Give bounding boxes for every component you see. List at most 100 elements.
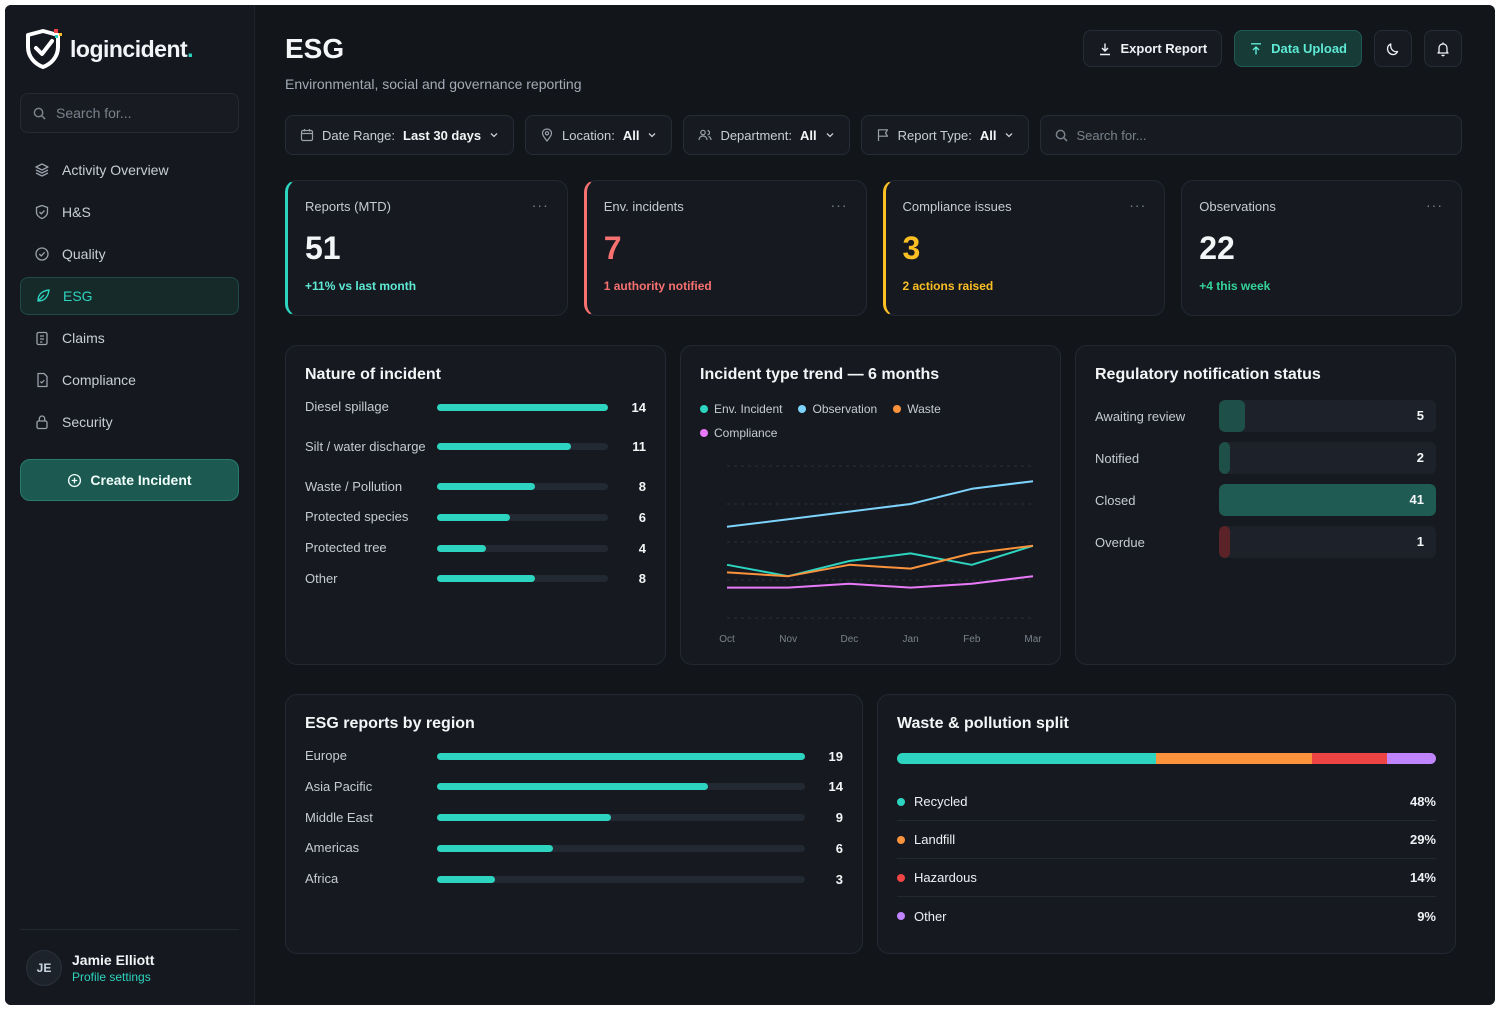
sidebar-item-claims[interactable]: Claims bbox=[20, 319, 239, 357]
esg-by-region-card: ESG reports by region Europe 19 Asia Pacif… bbox=[285, 694, 863, 954]
bar-row[interactable]: Other 8 bbox=[305, 570, 646, 588]
bar-fill bbox=[437, 544, 486, 552]
sidebar-item-label: Activity Overview bbox=[62, 162, 169, 178]
more-icon[interactable]: ··· bbox=[830, 197, 848, 213]
status-label: Overdue bbox=[1095, 534, 1145, 550]
status-value: 5 bbox=[1416, 408, 1424, 423]
bar-row[interactable]: Middle East 9 bbox=[305, 809, 843, 827]
bar-row[interactable]: Protected tree 4 bbox=[305, 539, 646, 557]
check-circle-icon bbox=[34, 246, 50, 262]
filter-search-input[interactable]: Search for... bbox=[1040, 115, 1462, 155]
bar-row[interactable]: Silt / water discharge 11 bbox=[305, 429, 646, 465]
split-segment bbox=[1387, 753, 1436, 764]
bar-value: 8 bbox=[638, 571, 646, 587]
page-title: ESG bbox=[285, 33, 345, 64]
clipboard-icon bbox=[34, 330, 50, 346]
search-icon bbox=[33, 107, 46, 120]
bar-row[interactable]: Asia Pacific 14 bbox=[305, 778, 843, 796]
kpi-card-observations[interactable]: Observations ··· 22 +4 this week bbox=[1181, 180, 1462, 316]
date-range-value: Last 30 days bbox=[403, 127, 482, 143]
department-filter[interactable]: Department: All bbox=[683, 115, 850, 155]
bar-track bbox=[437, 443, 608, 451]
kpi-card-compliance-issues[interactable]: Compliance issues ··· 3 2 actions raised bbox=[882, 180, 1166, 316]
logo[interactable]: logincident. bbox=[20, 5, 239, 93]
bell-icon bbox=[1437, 42, 1449, 56]
chevron-down-icon bbox=[490, 133, 498, 138]
sidebar-item-compliance[interactable]: Compliance bbox=[20, 361, 239, 399]
sidebar-item-quality[interactable]: Quality bbox=[20, 235, 239, 273]
status-row[interactable]: Overdue 1 bbox=[1095, 526, 1436, 558]
date-range-filter[interactable]: Date Range: Last 30 days bbox=[285, 115, 515, 155]
chevron-down-icon bbox=[826, 133, 834, 138]
logo-dot: . bbox=[187, 35, 194, 62]
more-icon[interactable]: ··· bbox=[531, 197, 549, 213]
bar-row[interactable]: Waste / Pollution 8 bbox=[305, 478, 646, 496]
more-icon[interactable]: ··· bbox=[1129, 197, 1147, 213]
profile-settings-link[interactable]: Profile settings bbox=[72, 969, 151, 984]
calendar-icon bbox=[300, 129, 314, 142]
waste-percent: 9% bbox=[1417, 908, 1436, 924]
legend-label: Env. Incident bbox=[714, 402, 783, 416]
sidebar-search[interactable]: Search for... bbox=[20, 93, 239, 133]
legend-item[interactable]: Observation bbox=[798, 402, 877, 416]
chevron-down-icon bbox=[1005, 133, 1013, 138]
bar-row[interactable]: Africa 3 bbox=[305, 870, 843, 888]
sidebar-item-esg[interactable]: ESG bbox=[20, 277, 239, 315]
create-incident-label: Create Incident bbox=[90, 472, 192, 488]
app-window: logincident. Search for... Activity Over… bbox=[5, 5, 1495, 1005]
location-filter[interactable]: Location: All bbox=[525, 115, 673, 155]
series-line[interactable] bbox=[726, 544, 1034, 578]
data-upload-button[interactable]: Data Upload bbox=[1234, 30, 1362, 67]
bar-row[interactable]: Diesel spillage 14 bbox=[305, 398, 646, 416]
waste-percent: 29% bbox=[1409, 832, 1436, 847]
report-type-filter[interactable]: Report Type: All bbox=[860, 115, 1030, 155]
sidebar-item-label: Quality bbox=[62, 246, 106, 262]
sidebar-item-hs[interactable]: H&S bbox=[20, 193, 239, 231]
legend-label: Waste bbox=[907, 402, 941, 416]
status-row[interactable]: Closed 41 bbox=[1095, 484, 1436, 516]
bar-row[interactable]: Europe 19 bbox=[305, 747, 843, 765]
notifications-button[interactable] bbox=[1424, 30, 1462, 67]
card-title: ESG reports by region bbox=[305, 715, 475, 732]
bar-value: 14 bbox=[631, 399, 646, 415]
bar-label: Waste / Pollution bbox=[305, 478, 403, 494]
theme-toggle-button[interactable] bbox=[1374, 30, 1412, 67]
bar-label: Africa bbox=[305, 871, 339, 887]
moon-icon bbox=[1386, 42, 1399, 55]
legend-item[interactable]: Compliance bbox=[700, 426, 777, 440]
bar-fill bbox=[437, 783, 709, 791]
series-line[interactable] bbox=[726, 480, 1034, 528]
create-incident-button[interactable]: Create Incident bbox=[20, 459, 239, 501]
status-row[interactable]: Notified 2 bbox=[1095, 442, 1436, 474]
status-fill bbox=[1219, 526, 1230, 558]
bar-row[interactable]: Americas 6 bbox=[305, 839, 843, 857]
more-icon[interactable]: ··· bbox=[1426, 197, 1443, 213]
bar-fill bbox=[437, 513, 511, 521]
status-fill bbox=[1219, 400, 1246, 432]
kpi-card-env-incidents[interactable]: Env. incidents ··· 7 1 authority notifie… bbox=[583, 180, 867, 316]
waste-label: Hazardous bbox=[914, 870, 977, 885]
card-title: Regulatory notification status bbox=[1095, 366, 1321, 383]
avatar[interactable]: JE bbox=[26, 949, 62, 986]
bar-track bbox=[437, 403, 608, 411]
series-line[interactable] bbox=[726, 544, 1034, 578]
kpi-row: Reports (MTD) ··· 51 +11% vs last month … bbox=[285, 180, 1462, 316]
bar-label: Middle East bbox=[305, 809, 373, 825]
document-icon bbox=[34, 372, 50, 388]
department-value: All bbox=[799, 127, 817, 143]
status-row[interactable]: Awaiting review 5 bbox=[1095, 400, 1436, 432]
kpi-card-reports[interactable]: Reports (MTD) ··· 51 +11% vs last month bbox=[285, 180, 568, 316]
bar-row[interactable]: Protected species 6 bbox=[305, 508, 646, 526]
bar-value: 9 bbox=[835, 810, 843, 826]
sidebar-item-activity-overview[interactable]: Activity Overview bbox=[20, 151, 239, 189]
bar-label: Asia Pacific bbox=[305, 778, 373, 794]
sidebar-item-label: Compliance bbox=[62, 372, 136, 388]
bar-fill bbox=[437, 443, 572, 451]
bar-value: 6 bbox=[835, 840, 843, 856]
legend-item[interactable]: Waste bbox=[893, 402, 941, 416]
series-line[interactable] bbox=[727, 575, 1034, 589]
legend-item[interactable]: Env. Incident bbox=[700, 402, 782, 416]
sidebar-item-security[interactable]: Security bbox=[20, 403, 239, 441]
export-report-button[interactable]: Export Report bbox=[1083, 30, 1223, 67]
report-type-value: All bbox=[979, 127, 997, 143]
